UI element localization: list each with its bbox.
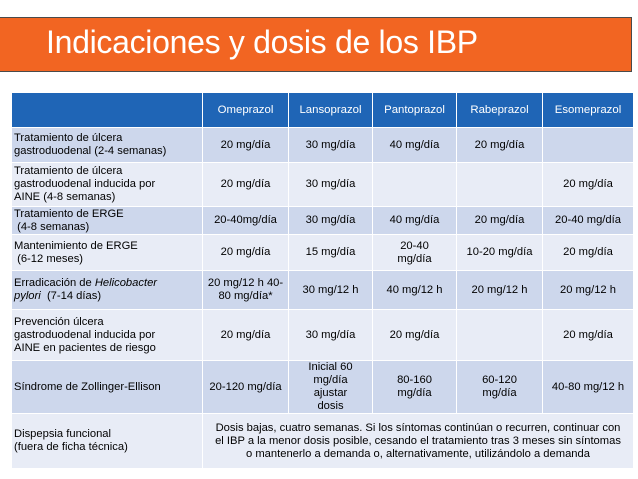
dose-cell: 60-120 mg/día	[456, 360, 543, 414]
dose-cell	[456, 309, 543, 361]
dose-cell: 20 mg/12 h	[542, 270, 634, 310]
indication-text-italic: Helicobacter	[94, 277, 158, 289]
column-header-esomeprazol: Esomeprazol	[542, 92, 634, 128]
table-row: Tratamiento de úlcera gastroduodenal ind…	[11, 162, 634, 207]
indication-line: (6-12 meses)	[14, 252, 84, 265]
dose-cell: 20 mg/día	[456, 127, 543, 163]
table-row: Síndrome de Zollinger-Ellison 20-120 mg/…	[11, 360, 634, 414]
dose-cell	[542, 127, 634, 163]
dose-cell: 10-20 mg/día	[456, 234, 543, 271]
indication-line: gastroduodenal inducida por	[14, 328, 156, 341]
indication-line: Tratamiento de úlcera	[14, 132, 123, 144]
table-row: Prevención úlcera gastroduodenal inducid…	[11, 309, 634, 361]
dose-cell: Inicial 60 mg/día ajustar dosis	[288, 360, 373, 414]
indication-line: Síndrome de Zollinger-Ellison	[14, 380, 161, 393]
indication-cell: Tratamiento de ERGE (4-8 semanas)	[11, 206, 203, 235]
table-row: Mantenimiento de ERGE (6-12 meses) 20 mg…	[11, 234, 634, 271]
dose-cell: 80-160 mg/día	[372, 360, 457, 414]
indication-line: (fuera de ficha técnica)	[14, 441, 128, 453]
dose-cell	[372, 162, 457, 207]
table-row: Erradicación de Helicobacter pylori (7-1…	[11, 270, 634, 310]
dose-cell: 20 mg/día	[542, 234, 634, 271]
dose-cell: 20 mg/día	[202, 234, 289, 271]
indication-line: Mantenimiento de ERGE	[14, 239, 138, 252]
indication-line: gastroduodenal inducida por	[14, 178, 156, 190]
ppi-dosing-table: Omeprazol Lansoprazol Pantoprazol Rabepr…	[11, 92, 634, 469]
column-header-omeprazol: Omeprazol	[202, 92, 289, 128]
dose-cell: 30 mg/día	[288, 162, 373, 207]
dose-cell: 20 mg/día	[202, 162, 289, 207]
dose-cell: 20 mg/día	[542, 309, 634, 361]
column-header-lansoprazol: Lansoprazol	[288, 92, 373, 128]
indication-line: Prevención úlcera	[14, 315, 104, 328]
dose-cell: 40 mg/día	[372, 127, 457, 163]
table-row: Dispepsia funcional (fuera de ficha técn…	[11, 413, 634, 469]
indication-cell: Síndrome de Zollinger-Ellison	[11, 360, 203, 414]
indication-line: Tratamiento de úlcera	[14, 165, 123, 177]
indication-text-italic: pylori	[14, 290, 41, 302]
dose-cell: 20 mg/día	[202, 309, 289, 361]
indication-line: gastroduodenal (2-4 semanas)	[14, 145, 167, 157]
indication-line: Tratamiento de ERGE	[14, 207, 124, 220]
dose-cell: 20 mg/día	[456, 206, 543, 235]
indication-cell: Mantenimiento de ERGE (6-12 meses)	[11, 234, 203, 271]
dose-cell: 20-40 mg/día	[542, 206, 634, 235]
dose-cell	[456, 162, 543, 207]
indication-line: AINE (4-8 semanas)	[14, 191, 116, 203]
dose-cell: 20 mg/12 h 40-80 mg/día*	[202, 270, 289, 310]
indication-text: Erradicación de	[14, 277, 95, 289]
dose-cell: 20 mg/día	[202, 127, 289, 163]
dose-cell: 40 mg/día	[372, 206, 457, 235]
dose-cell: 30 mg/día	[288, 127, 373, 163]
dyspepsia-note: Dosis bajas, cuatro semanas. Si los sínt…	[202, 413, 634, 469]
dose-cell: 15 mg/día	[288, 234, 373, 271]
table-row: Tratamiento de úlcera gastroduodenal (2-…	[11, 127, 634, 163]
dose-cell: 30 mg/día	[288, 309, 373, 361]
column-header	[11, 92, 203, 128]
header-row: Omeprazol Lansoprazol Pantoprazol Rabepr…	[11, 92, 634, 128]
dose-cell: 30 mg/día	[288, 206, 373, 235]
dose-cell: 20-40mg/día	[202, 206, 289, 235]
indication-line: Dispepsia funcional	[14, 428, 112, 440]
dose-cell: 20 mg/día	[542, 162, 634, 207]
indication-cell: Tratamiento de úlcera gastroduodenal (2-…	[11, 127, 203, 163]
indication-cell: Prevención úlcera gastroduodenal inducid…	[11, 309, 203, 361]
dose-cell: 40-80 mg/12 h	[542, 360, 634, 414]
dose-cell: 20 mg/12 h	[456, 270, 543, 310]
dose-cell: 40 mg/12 h	[372, 270, 457, 310]
dose-cell: 20-120 mg/día	[202, 360, 289, 414]
indication-cell: Tratamiento de úlcera gastroduodenal ind…	[11, 162, 203, 207]
slide-title: Indicaciones y dosis de los IBP	[46, 24, 478, 60]
dose-cell: 20 mg/día	[372, 309, 457, 361]
indication-cell: Erradicación de Helicobacter pylori (7-1…	[11, 270, 203, 310]
column-header-rabeprazol: Rabeprazol	[456, 92, 543, 128]
table-row: Tratamiento de ERGE (4-8 semanas) 20-40m…	[11, 206, 634, 235]
dose-cell: 20-40 mg/día	[372, 234, 457, 271]
indication-line: AINE en pacientes de riesgo	[14, 341, 156, 354]
indication-cell: Dispepsia funcional (fuera de ficha técn…	[11, 413, 203, 469]
indication-line: (4-8 semanas)	[14, 220, 90, 233]
column-header-pantoprazol: Pantoprazol	[372, 92, 457, 128]
dose-cell: 30 mg/12 h	[288, 270, 373, 310]
title-bar: Indicaciones y dosis de los IBP	[0, 17, 632, 72]
indication-text: (7-14 días)	[40, 290, 102, 302]
